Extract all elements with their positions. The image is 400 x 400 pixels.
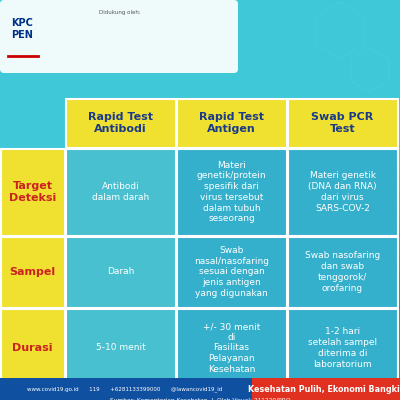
Text: Materi
genetik/protein
spesifik dari
virus tersebut
dalam tubuh
seseorang: Materi genetik/protein spesifik dari vir… bbox=[197, 161, 266, 223]
Text: +/- 30 menit
di
Fasilitas
Pelayanan
Kesehatan: +/- 30 menit di Fasilitas Pelayanan Kese… bbox=[203, 322, 260, 374]
Text: Target
Deteksi: Target Deteksi bbox=[9, 181, 56, 203]
FancyBboxPatch shape bbox=[0, 238, 400, 241]
FancyBboxPatch shape bbox=[0, 250, 400, 253]
Text: www.covid19.go.id      119      +6281133399000      @lawancovid19_id: www.covid19.go.id 119 +6281133399000 @la… bbox=[27, 386, 223, 392]
FancyBboxPatch shape bbox=[0, 196, 400, 199]
FancyBboxPatch shape bbox=[0, 247, 400, 250]
Text: Rapid Test
Antigen: Rapid Test Antigen bbox=[199, 112, 264, 134]
FancyBboxPatch shape bbox=[176, 148, 286, 236]
FancyBboxPatch shape bbox=[0, 193, 400, 196]
FancyBboxPatch shape bbox=[66, 148, 176, 236]
Text: PEN: PEN bbox=[11, 30, 33, 40]
Text: Sumber: Kementerian Kesehatan  |  Olah Visual: 211220/PRO: Sumber: Kementerian Kesehatan | Olah Vis… bbox=[110, 397, 290, 400]
FancyBboxPatch shape bbox=[0, 217, 400, 220]
FancyBboxPatch shape bbox=[288, 236, 398, 308]
Text: Darah: Darah bbox=[107, 268, 134, 276]
FancyBboxPatch shape bbox=[0, 274, 400, 277]
FancyBboxPatch shape bbox=[0, 259, 400, 262]
Text: Kesehatan Pulih, Ekonomi Bangkit: Kesehatan Pulih, Ekonomi Bangkit bbox=[248, 384, 400, 394]
FancyBboxPatch shape bbox=[252, 378, 400, 400]
Text: Swab
nasal/nasofaring
sesuai dengan
jenis antigen
yang digunakan: Swab nasal/nasofaring sesuai dengan jeni… bbox=[194, 246, 269, 298]
FancyBboxPatch shape bbox=[0, 235, 400, 238]
FancyBboxPatch shape bbox=[0, 241, 400, 244]
FancyBboxPatch shape bbox=[176, 308, 286, 388]
FancyBboxPatch shape bbox=[0, 200, 400, 400]
Text: Antibodi
dalam darah: Antibodi dalam darah bbox=[92, 182, 149, 202]
FancyBboxPatch shape bbox=[176, 98, 286, 148]
FancyBboxPatch shape bbox=[0, 208, 400, 211]
FancyBboxPatch shape bbox=[0, 163, 400, 166]
FancyBboxPatch shape bbox=[0, 178, 400, 181]
FancyBboxPatch shape bbox=[66, 308, 176, 388]
FancyBboxPatch shape bbox=[0, 184, 400, 187]
FancyBboxPatch shape bbox=[0, 271, 400, 274]
FancyBboxPatch shape bbox=[0, 229, 400, 232]
FancyBboxPatch shape bbox=[0, 166, 400, 169]
Text: Didukung oleh:: Didukung oleh: bbox=[99, 10, 141, 15]
FancyBboxPatch shape bbox=[0, 265, 400, 268]
FancyBboxPatch shape bbox=[0, 0, 238, 73]
FancyBboxPatch shape bbox=[66, 236, 176, 308]
FancyBboxPatch shape bbox=[0, 211, 400, 214]
FancyBboxPatch shape bbox=[0, 308, 64, 388]
FancyBboxPatch shape bbox=[0, 378, 400, 400]
FancyBboxPatch shape bbox=[0, 187, 400, 190]
Text: Materi genetik
(DNA dan RNA)
dari virus
SARS-COV-2: Materi genetik (DNA dan RNA) dari virus … bbox=[308, 171, 377, 213]
FancyBboxPatch shape bbox=[0, 232, 400, 235]
FancyBboxPatch shape bbox=[0, 262, 400, 265]
FancyBboxPatch shape bbox=[288, 148, 398, 236]
FancyBboxPatch shape bbox=[0, 175, 400, 178]
FancyBboxPatch shape bbox=[0, 148, 64, 236]
FancyBboxPatch shape bbox=[0, 202, 400, 205]
Text: Sampel: Sampel bbox=[10, 267, 56, 277]
FancyBboxPatch shape bbox=[288, 98, 398, 148]
FancyBboxPatch shape bbox=[0, 172, 400, 175]
FancyBboxPatch shape bbox=[0, 214, 400, 217]
Text: Swab nasofaring
dan swab
tenggorok/
orofaring: Swab nasofaring dan swab tenggorok/ orof… bbox=[305, 251, 380, 293]
FancyBboxPatch shape bbox=[0, 190, 400, 193]
FancyBboxPatch shape bbox=[0, 181, 400, 184]
FancyBboxPatch shape bbox=[0, 199, 400, 202]
FancyBboxPatch shape bbox=[0, 160, 400, 163]
FancyBboxPatch shape bbox=[176, 236, 286, 308]
FancyBboxPatch shape bbox=[288, 308, 398, 388]
FancyBboxPatch shape bbox=[0, 277, 400, 280]
Text: 1-2 hari
setelah sampel
diterima di
laboratorium: 1-2 hari setelah sampel diterima di labo… bbox=[308, 327, 377, 369]
FancyBboxPatch shape bbox=[0, 169, 400, 172]
FancyBboxPatch shape bbox=[0, 392, 400, 400]
FancyBboxPatch shape bbox=[0, 268, 400, 271]
FancyBboxPatch shape bbox=[0, 244, 400, 247]
Text: Rapid Test
Antibodi: Rapid Test Antibodi bbox=[88, 112, 153, 134]
FancyBboxPatch shape bbox=[0, 205, 400, 208]
FancyBboxPatch shape bbox=[0, 223, 400, 226]
FancyBboxPatch shape bbox=[0, 236, 64, 308]
FancyBboxPatch shape bbox=[0, 226, 400, 229]
FancyBboxPatch shape bbox=[0, 253, 400, 256]
Text: KPC: KPC bbox=[11, 18, 33, 28]
FancyBboxPatch shape bbox=[0, 256, 400, 259]
Text: Durasi: Durasi bbox=[12, 343, 53, 353]
Text: 5-10 menit: 5-10 menit bbox=[96, 344, 145, 352]
Text: Swab PCR
Test: Swab PCR Test bbox=[311, 112, 374, 134]
FancyBboxPatch shape bbox=[0, 0, 400, 200]
FancyBboxPatch shape bbox=[0, 220, 400, 223]
FancyBboxPatch shape bbox=[66, 98, 176, 148]
